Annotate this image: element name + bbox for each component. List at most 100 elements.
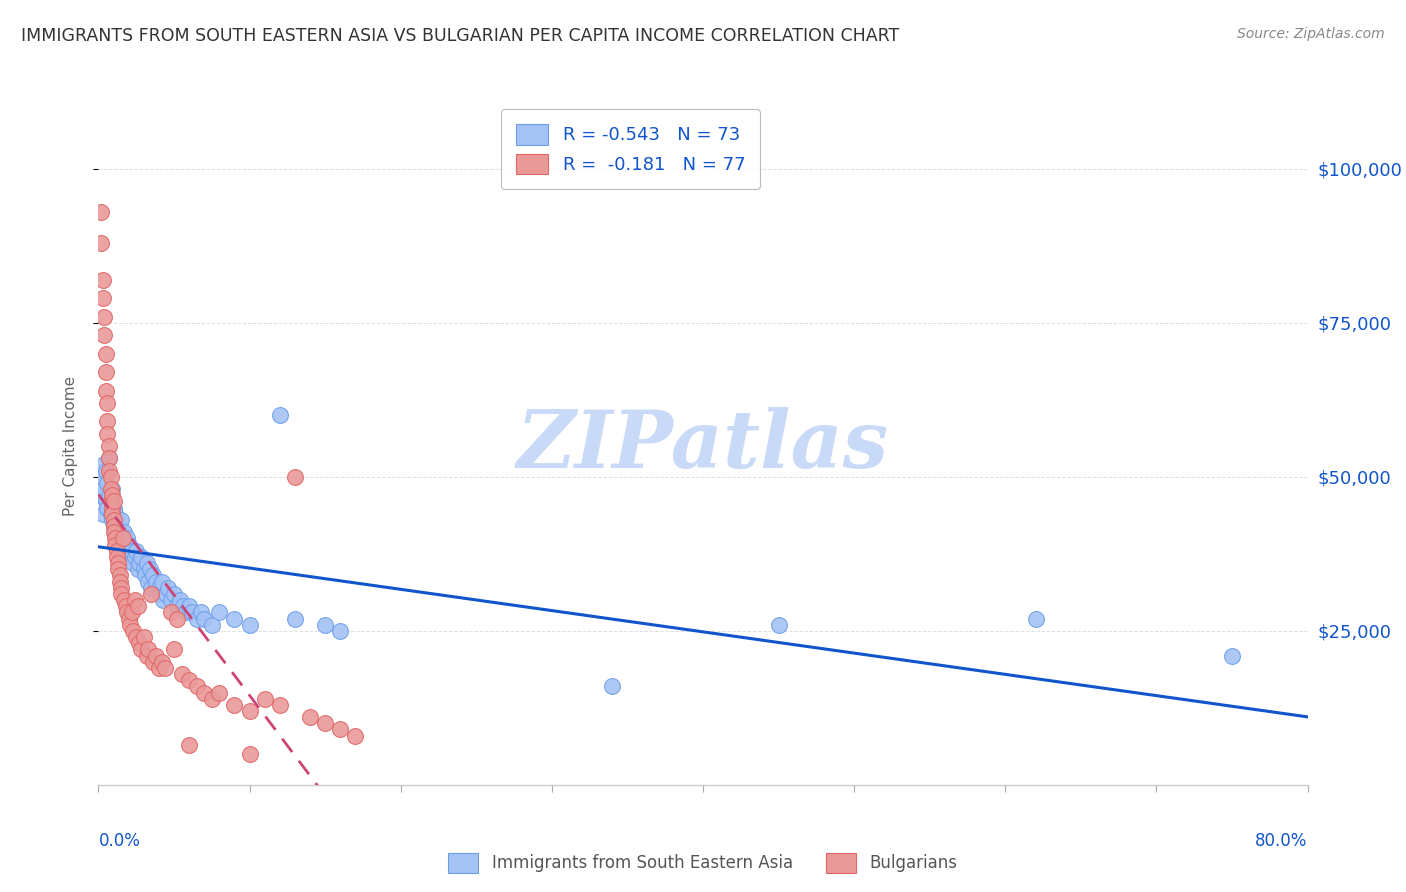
Point — [111, 532, 134, 546]
Point — [174, 606, 197, 620]
Point — [107, 519, 129, 533]
Point — [96, 500, 118, 515]
Point — [155, 587, 177, 601]
Point — [152, 593, 174, 607]
Point — [100, 507, 122, 521]
Point — [100, 494, 122, 508]
Point — [100, 470, 122, 484]
Point — [135, 648, 157, 663]
Point — [139, 562, 162, 576]
Text: 80.0%: 80.0% — [1256, 832, 1308, 850]
Point — [314, 617, 336, 632]
Point — [136, 574, 159, 589]
Point — [145, 574, 167, 589]
Point — [129, 549, 152, 564]
Point — [179, 738, 201, 752]
Point — [142, 655, 165, 669]
Point — [103, 513, 125, 527]
Point — [208, 606, 231, 620]
Point — [112, 593, 135, 607]
Point — [96, 414, 118, 428]
Point — [186, 611, 208, 625]
Point — [118, 611, 141, 625]
Point — [284, 611, 307, 625]
Point — [124, 549, 146, 564]
Point — [145, 648, 167, 663]
Point — [190, 606, 212, 620]
Point — [94, 464, 117, 478]
Point — [149, 587, 172, 601]
Point — [107, 556, 129, 570]
Point — [98, 451, 121, 466]
Legend: R = -0.543   N = 73, R =  -0.181   N = 77: R = -0.543 N = 73, R = -0.181 N = 77 — [501, 110, 759, 189]
Point — [179, 599, 201, 614]
Point — [122, 556, 145, 570]
Point — [160, 606, 183, 620]
Point — [148, 661, 170, 675]
Point — [127, 562, 149, 576]
Point — [94, 384, 117, 398]
Point — [103, 525, 125, 540]
Point — [104, 538, 127, 552]
Point — [224, 698, 246, 712]
Point — [141, 587, 163, 601]
Point — [120, 549, 142, 564]
Point — [105, 543, 128, 558]
Point — [110, 513, 132, 527]
Point — [253, 691, 276, 706]
Point — [193, 685, 215, 699]
Point — [114, 599, 136, 614]
Point — [96, 426, 118, 441]
Point — [110, 581, 132, 595]
Point — [344, 729, 367, 743]
Point — [136, 642, 159, 657]
Point — [93, 328, 115, 343]
Point — [94, 494, 117, 508]
Point — [111, 538, 134, 552]
Point — [179, 673, 201, 688]
Point — [127, 599, 149, 614]
Point — [141, 581, 163, 595]
Point — [153, 661, 176, 675]
Point — [239, 747, 262, 761]
Point — [101, 488, 124, 502]
Point — [132, 630, 155, 644]
Point — [299, 710, 322, 724]
Point — [329, 723, 352, 737]
Point — [101, 513, 124, 527]
Point — [121, 543, 143, 558]
Point — [94, 346, 117, 360]
Point — [128, 636, 150, 650]
Point — [132, 562, 155, 576]
Point — [105, 513, 128, 527]
Point — [329, 624, 352, 638]
Point — [284, 470, 307, 484]
Point — [1220, 648, 1243, 663]
Point — [93, 310, 115, 324]
Point — [169, 593, 191, 607]
Point — [118, 538, 141, 552]
Point — [104, 532, 127, 546]
Point — [91, 507, 114, 521]
Point — [128, 556, 150, 570]
Point — [98, 451, 121, 466]
Point — [166, 611, 188, 625]
Point — [150, 655, 173, 669]
Point — [98, 488, 121, 502]
Text: Source: ZipAtlas.com: Source: ZipAtlas.com — [1237, 27, 1385, 41]
Point — [269, 408, 291, 422]
Point — [110, 587, 132, 601]
Point — [120, 617, 142, 632]
Text: IMMIGRANTS FROM SOUTH EASTERN ASIA VS BULGARIAN PER CAPITA INCOME CORRELATION CH: IMMIGRANTS FROM SOUTH EASTERN ASIA VS BU… — [21, 27, 900, 45]
Point — [101, 507, 124, 521]
Point — [103, 494, 125, 508]
Point — [160, 593, 183, 607]
Point — [91, 470, 114, 484]
Point — [94, 365, 117, 379]
Point — [193, 611, 215, 625]
Point — [93, 458, 115, 472]
Point — [135, 556, 157, 570]
Point — [134, 568, 156, 582]
Point — [148, 581, 170, 595]
Point — [104, 525, 127, 540]
